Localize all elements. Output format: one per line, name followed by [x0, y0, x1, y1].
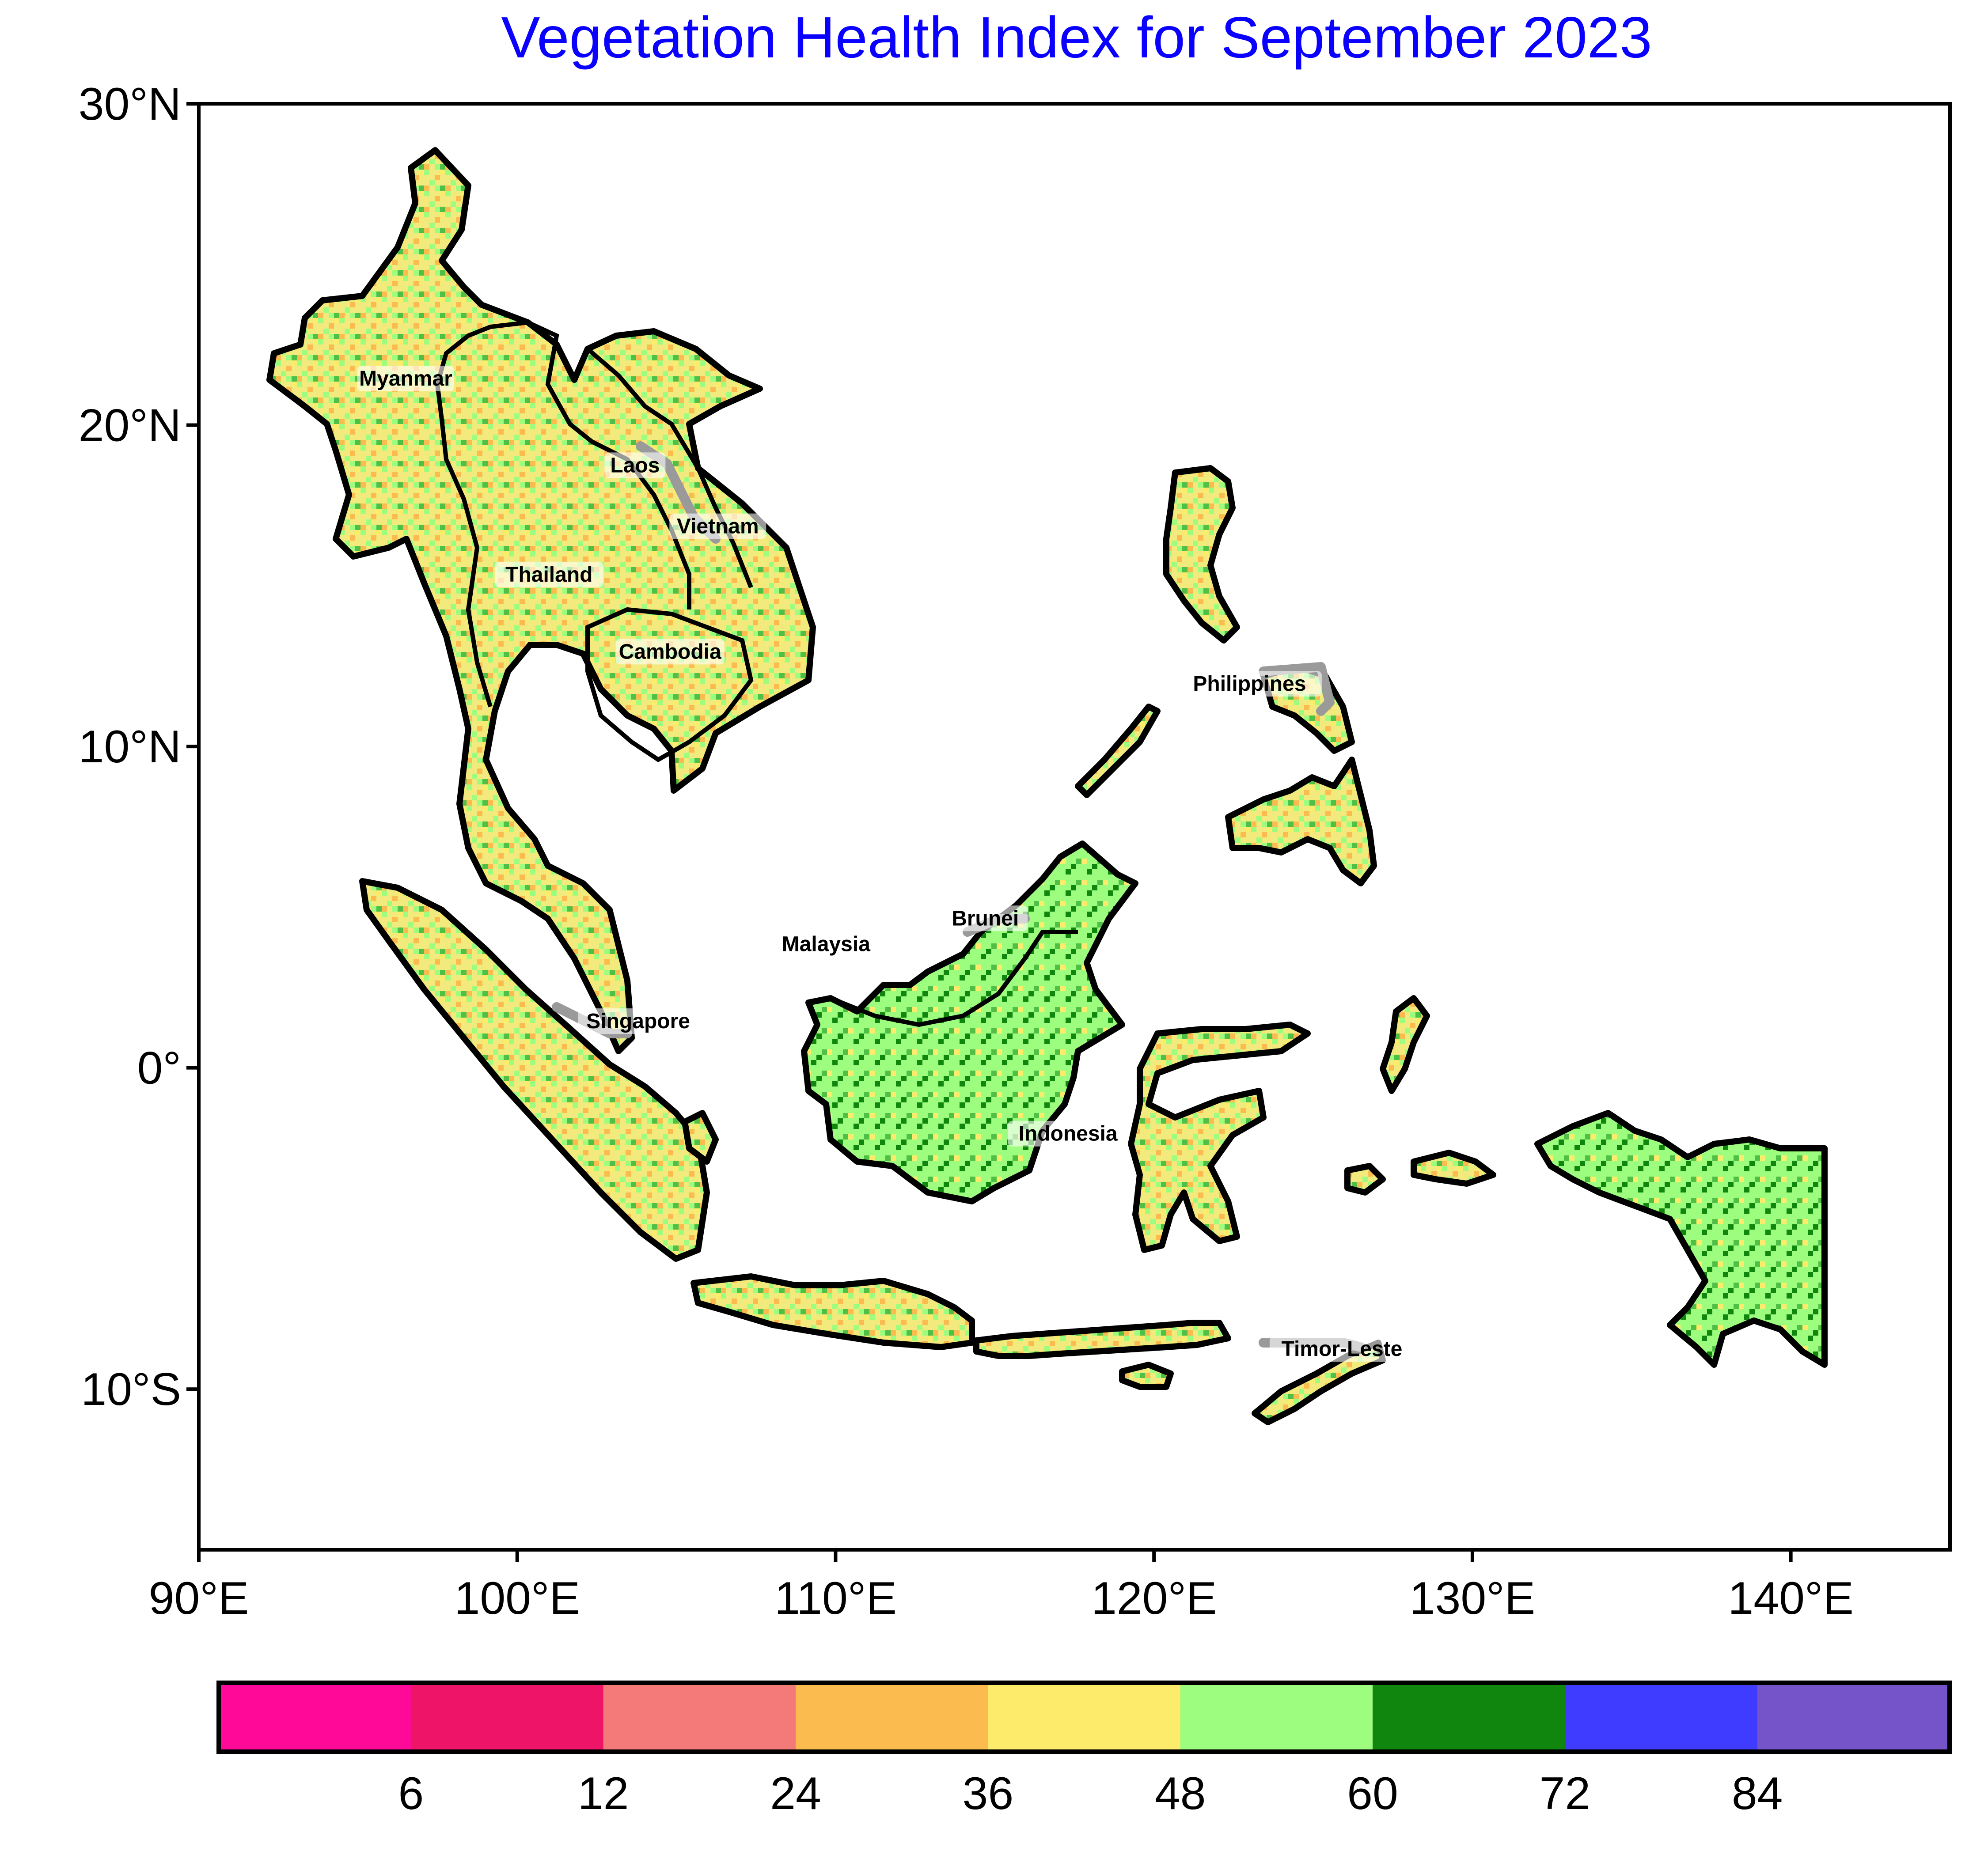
- country-label: Cambodia: [619, 640, 721, 663]
- seram-island: [1411, 1150, 1496, 1187]
- y-tick-label: 20°N: [79, 400, 181, 451]
- x-tick-label: 130°E: [1410, 1573, 1535, 1624]
- colorbar-tick-label: 24: [770, 1768, 821, 1819]
- cambodia-border: [585, 607, 754, 762]
- country-label-background: [604, 452, 666, 478]
- colorbar-tick-label: 60: [1347, 1768, 1398, 1819]
- country-label: Indonesia: [1019, 1122, 1118, 1146]
- java-landmass: [690, 1273, 975, 1350]
- country-label-background: [1269, 1336, 1414, 1362]
- map-frame: [197, 102, 1952, 1552]
- y-tick-label: 30°N: [79, 79, 181, 130]
- new-guinea-landmass: [1534, 1110, 1828, 1368]
- luzon-landmass: [1163, 465, 1240, 644]
- colorbar-tick-label: 36: [962, 1768, 1013, 1819]
- y-tick-label: 10°N: [79, 721, 181, 772]
- country-labels: Myanmar Laos Vietnam Thailand Cambodia Philip…: [357, 365, 1414, 1362]
- philippines-highlight: [1259, 662, 1335, 716]
- country-label-background: [1008, 1121, 1129, 1147]
- colorbar-segments: [219, 1683, 1950, 1752]
- x-tick-label: 100°E: [454, 1573, 580, 1624]
- colorbar-ticks: 6 12 24 36 48 60 72 84: [398, 1768, 1783, 1819]
- country-label-background: [669, 513, 766, 539]
- colorbar-segment: [1565, 1683, 1758, 1752]
- x-tick-label: 90°E: [149, 1573, 249, 1624]
- colorbar-tick-label: 6: [398, 1768, 424, 1819]
- y-axis-ticks: 30°N 20°N 10°N 0° 10°S: [79, 79, 199, 1415]
- country-label: Singapore: [586, 1010, 690, 1033]
- colorbar-tick-label: 12: [578, 1768, 629, 1819]
- x-tick-label: 110°E: [774, 1573, 897, 1624]
- lesser-sunda-islands: [973, 1320, 1231, 1359]
- sumba-island: [1119, 1362, 1174, 1390]
- country-label: Malaysia: [782, 932, 870, 956]
- laos-thailand-border: [527, 320, 691, 610]
- country-label: Laos: [610, 454, 660, 477]
- palawan-island: [1075, 704, 1161, 798]
- y-tick-label: 0°: [137, 1043, 181, 1094]
- buru-island: [1344, 1163, 1386, 1196]
- colorbar-segment: [411, 1683, 604, 1752]
- x-tick-label: 120°E: [1091, 1573, 1217, 1624]
- y-tick-label: 10°S: [81, 1364, 181, 1415]
- country-label-background: [578, 1008, 699, 1034]
- colorbar-tick-label: 48: [1155, 1768, 1206, 1819]
- country-label-background: [615, 639, 725, 665]
- country-label: Vietnam: [677, 515, 759, 538]
- colorbar-tick-label: 72: [1539, 1768, 1590, 1819]
- colorbar-segment: [1757, 1683, 1950, 1752]
- x-tick-label: 140°E: [1728, 1573, 1853, 1624]
- country-label-background: [1177, 671, 1322, 697]
- country-label-background: [494, 561, 603, 587]
- country-label-background: [357, 365, 454, 391]
- colorbar-segment: [603, 1683, 796, 1752]
- country-label-background: [771, 931, 880, 957]
- sumatra-landmass: [359, 878, 710, 1262]
- colorbar: 6 12 24 36 48 60 72 84: [216, 1681, 1952, 1819]
- halmahera-island: [1380, 995, 1430, 1094]
- country-label: Thailand: [505, 563, 592, 587]
- colorbar-segment: [1373, 1683, 1565, 1752]
- country-label: Myanmar: [359, 367, 452, 390]
- borneo-landmass: [801, 840, 1138, 1204]
- country-label: Timor-Leste: [1281, 1337, 1402, 1361]
- colorbar-segment: [988, 1683, 1181, 1752]
- colorbar-segment: [219, 1683, 411, 1752]
- sulawesi-landmass: [1128, 1022, 1311, 1253]
- country-label-background: [943, 905, 1028, 931]
- map-area: Myanmar Laos Vietnam Thailand Cambodia Philip…: [266, 147, 1828, 1425]
- indochina-landmass: [266, 147, 816, 1054]
- country-label: Brunei: [952, 907, 1019, 930]
- x-axis-ticks: 90°E 100°E 110°E 120°E 130°E 140°E: [149, 1550, 1854, 1624]
- landmasses: [266, 147, 1828, 1425]
- mindanao-landmass: [1225, 757, 1377, 886]
- colorbar-tick-label: 84: [1732, 1768, 1783, 1819]
- bangka-island: [682, 1110, 719, 1165]
- colorbar-segment: [1180, 1683, 1373, 1752]
- myanmar-thailand-border: [435, 320, 528, 708]
- country-label: Philippines: [1193, 672, 1306, 696]
- borneo-malaysia-border: [830, 930, 1078, 1027]
- map-title: Vegetation Health Index for September 20…: [501, 5, 1652, 70]
- colorbar-segment: [796, 1683, 988, 1752]
- colorbar-frame: [216, 1681, 1952, 1754]
